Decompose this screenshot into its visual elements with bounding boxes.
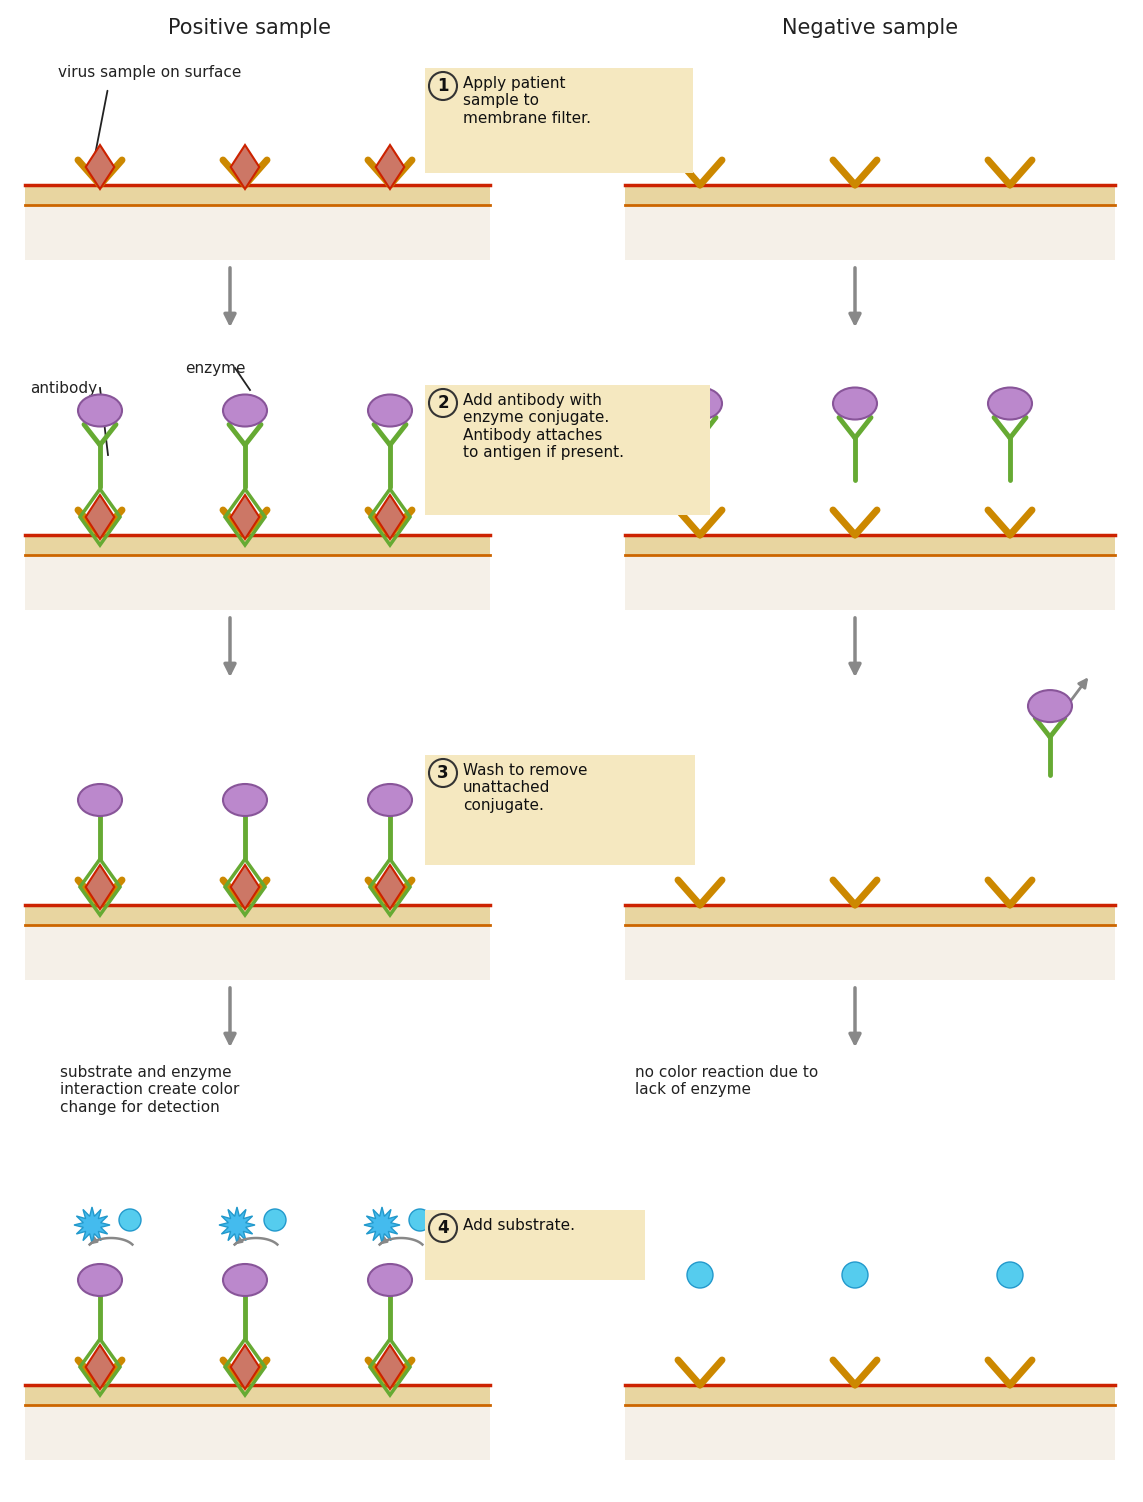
Polygon shape [86, 146, 114, 189]
Text: Wash to remove
unattached
conjugate.: Wash to remove unattached conjugate. [463, 763, 588, 813]
Circle shape [429, 389, 457, 418]
Text: no color reaction due to
lack of enzyme: no color reaction due to lack of enzyme [636, 1065, 818, 1098]
Polygon shape [376, 146, 405, 189]
Bar [25, 556, 490, 610]
Text: enzyme: enzyme [185, 360, 246, 376]
Text: antibody: antibody [30, 380, 97, 395]
Circle shape [409, 1209, 431, 1232]
Polygon shape [86, 865, 114, 909]
Circle shape [842, 1262, 868, 1289]
Circle shape [264, 1209, 286, 1232]
Bar [625, 556, 1116, 610]
Bar [625, 204, 1116, 260]
Polygon shape [86, 496, 114, 539]
Polygon shape [376, 1344, 405, 1389]
Polygon shape [219, 1208, 255, 1244]
Text: Add substrate.: Add substrate. [463, 1218, 575, 1233]
Ellipse shape [78, 784, 122, 816]
Ellipse shape [223, 1265, 267, 1296]
Text: Add antibody with
enzyme conjugate.
Antibody attaches
to antigen if present.: Add antibody with enzyme conjugate. Anti… [463, 394, 624, 460]
Polygon shape [74, 1208, 110, 1244]
Circle shape [119, 1209, 141, 1232]
Polygon shape [231, 496, 259, 539]
Bar [25, 925, 490, 979]
Bar [625, 925, 1116, 979]
Ellipse shape [1028, 689, 1072, 722]
Bar [625, 185, 1116, 204]
Ellipse shape [223, 784, 267, 816]
Text: Positive sample: Positive sample [168, 18, 331, 38]
FancyBboxPatch shape [425, 756, 695, 865]
Ellipse shape [78, 395, 122, 427]
Bar [25, 906, 490, 925]
Polygon shape [86, 1344, 114, 1389]
Circle shape [429, 759, 457, 787]
Polygon shape [231, 865, 259, 909]
Ellipse shape [678, 388, 722, 419]
Bar [625, 535, 1116, 556]
Text: 4: 4 [437, 1220, 449, 1238]
Text: virus sample on surface: virus sample on surface [58, 65, 241, 80]
Circle shape [687, 1262, 713, 1289]
Text: Negative sample: Negative sample [782, 18, 958, 38]
Text: substrate and enzyme
interaction create color
change for detection: substrate and enzyme interaction create … [59, 1065, 239, 1114]
Polygon shape [231, 1344, 259, 1389]
FancyBboxPatch shape [425, 385, 710, 515]
Circle shape [997, 1262, 1023, 1289]
Ellipse shape [78, 1265, 122, 1296]
Bar [625, 906, 1116, 925]
Ellipse shape [223, 395, 267, 427]
Bar [625, 1404, 1116, 1460]
Ellipse shape [833, 388, 877, 419]
Circle shape [429, 1214, 457, 1242]
Text: 2: 2 [437, 394, 449, 412]
Text: 1: 1 [438, 77, 449, 95]
Bar [25, 535, 490, 556]
Text: Apply patient
sample to
membrane filter.: Apply patient sample to membrane filter. [463, 77, 591, 126]
Ellipse shape [368, 1265, 411, 1296]
Circle shape [429, 72, 457, 101]
Bar [625, 1385, 1116, 1404]
Bar [25, 1404, 490, 1460]
Ellipse shape [368, 784, 411, 816]
FancyBboxPatch shape [425, 68, 693, 173]
Bar [25, 204, 490, 260]
Polygon shape [363, 1208, 400, 1244]
Polygon shape [376, 865, 405, 909]
Polygon shape [231, 146, 259, 189]
Text: 3: 3 [437, 765, 449, 783]
Ellipse shape [988, 388, 1032, 419]
Polygon shape [376, 496, 405, 539]
Bar [25, 185, 490, 204]
FancyBboxPatch shape [425, 1211, 645, 1280]
Ellipse shape [368, 395, 411, 427]
Bar [25, 1385, 490, 1404]
